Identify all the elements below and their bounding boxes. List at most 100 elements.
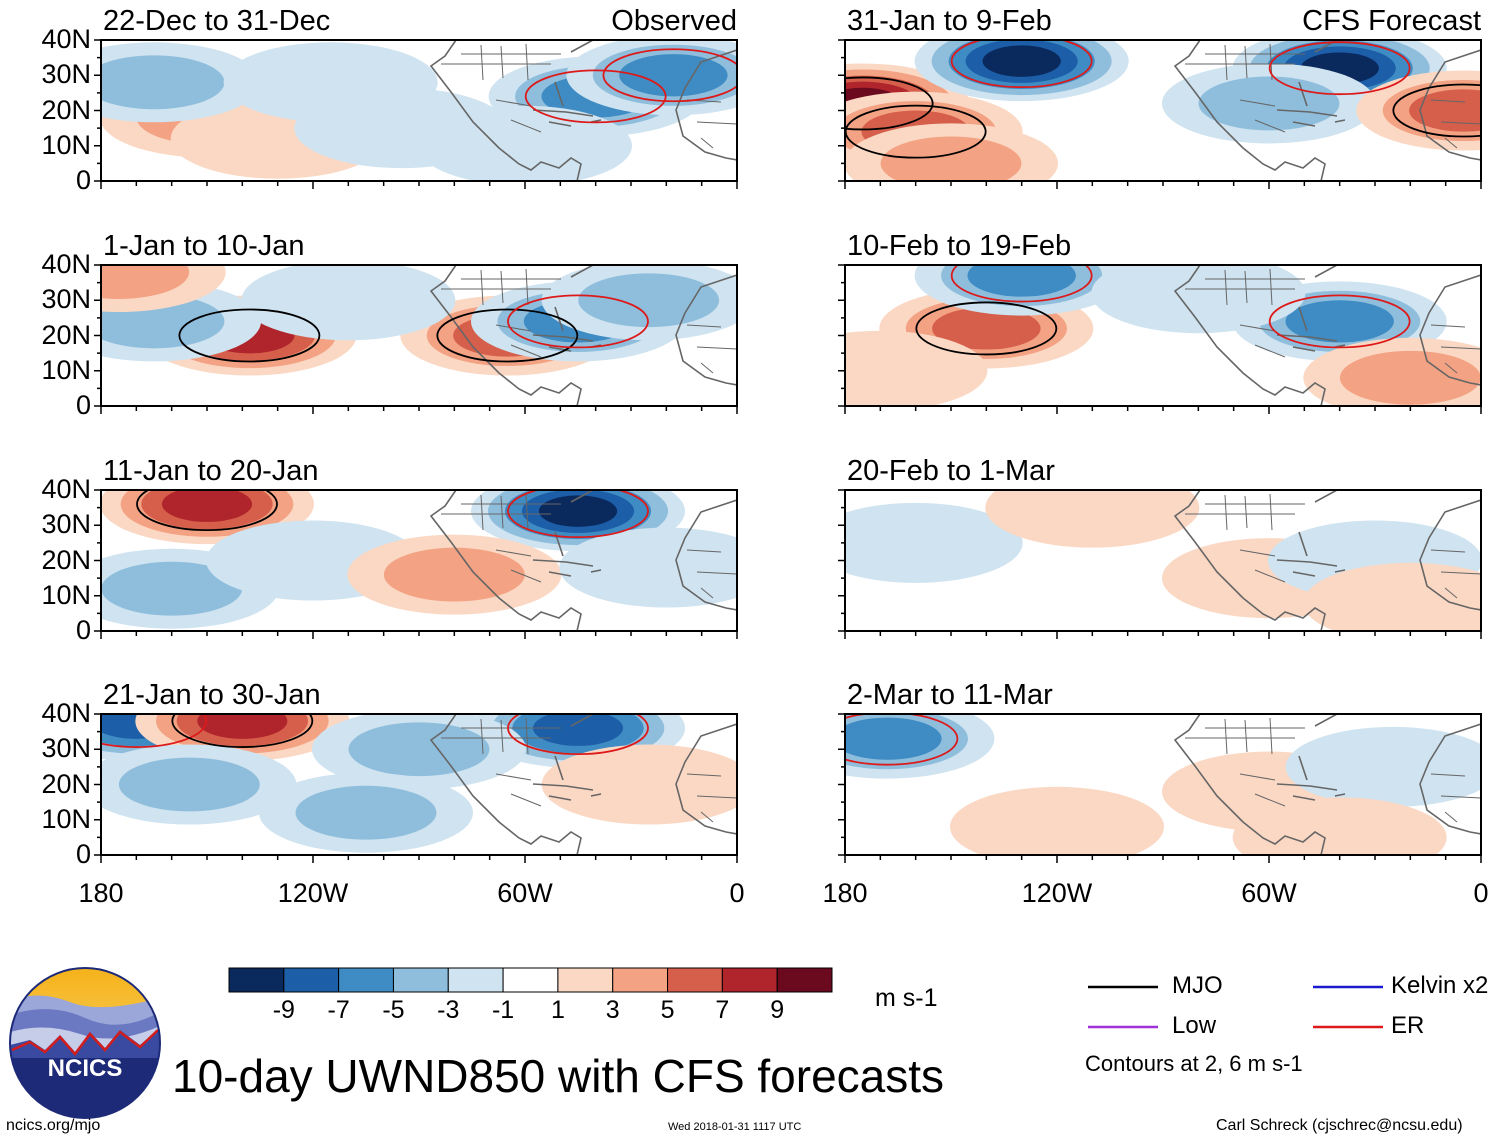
contour-line <box>136 490 278 531</box>
y-tick-label: 10N <box>41 129 91 160</box>
anomaly-region <box>1091 265 1306 334</box>
contour-line <box>524 69 667 124</box>
y-tick-label: 20N <box>41 94 91 125</box>
anomaly-region <box>241 265 456 341</box>
anomaly-region <box>845 717 942 760</box>
colorbar-swatch <box>776 967 833 993</box>
x-tick-label: 180 <box>822 878 868 908</box>
y-tick-label: 0 <box>75 390 91 420</box>
legend-label: ER <box>1391 1012 1425 1039</box>
panel-title: 22-Dec to 31-Dec <box>103 5 331 37</box>
map-panel <box>94 39 738 189</box>
colorbar-label: 9 <box>770 996 785 1024</box>
anomaly-region <box>118 757 260 812</box>
colorbar-label: 3 <box>605 996 620 1024</box>
colorbar-swatch <box>667 967 723 993</box>
x-tick-label: 120W <box>1021 878 1093 908</box>
legend-label: Low <box>1172 1012 1217 1039</box>
y-tick-label: 0 <box>75 615 91 645</box>
contour-line <box>1268 41 1411 96</box>
anomaly-region <box>967 265 1076 297</box>
anomaly-region <box>197 714 288 739</box>
contour-line <box>171 714 314 748</box>
anomaly-region <box>383 547 525 602</box>
colorbar-label: 7 <box>715 996 730 1024</box>
anomaly-region <box>294 88 509 169</box>
anomaly-region <box>295 785 437 840</box>
colorbar-swatch <box>612 967 669 993</box>
y-tick-label: 20N <box>41 768 91 799</box>
logo-text: NCICS <box>48 1055 123 1082</box>
legend-label: MJO <box>1172 972 1223 999</box>
contour-note: Contours at 2, 6 m s-1 <box>1085 1051 1303 1076</box>
anomaly-region <box>532 714 624 746</box>
panel-title: 21-Jan to 30-Jan <box>103 679 321 711</box>
panel-tag: Observed <box>611 5 737 37</box>
y-tick-label: 20N <box>41 319 91 350</box>
contour-line <box>507 490 649 539</box>
colorbar-swatch <box>392 967 449 993</box>
anomaly-region <box>1339 350 1481 405</box>
footer-timestamp: Wed 2018-01-31 1117 UTC <box>668 1121 802 1133</box>
y-tick-label: 40N <box>41 698 91 728</box>
y-tick-label: 0 <box>75 165 91 195</box>
ncics-logo: NCICS <box>9 967 161 1119</box>
y-tick-label: 10N <box>41 579 91 610</box>
map-panel <box>94 489 738 639</box>
x-tick-label: 0 <box>729 878 745 908</box>
colorbar-label: 1 <box>550 996 565 1024</box>
map-panel <box>838 489 1482 639</box>
contour-line <box>915 301 1058 356</box>
y-tick-label: 30N <box>41 284 91 315</box>
legend-label: Kelvin x2 <box>1391 972 1489 999</box>
anomaly-region <box>348 722 490 777</box>
y-tick-label: 40N <box>41 24 91 54</box>
map-panel <box>838 713 1482 863</box>
map-panel <box>94 264 738 414</box>
colorbar-label: 5 <box>660 996 675 1024</box>
contour-line <box>507 294 649 349</box>
anomaly-region <box>101 561 243 616</box>
colorbar-label: -9 <box>272 996 295 1024</box>
anomaly-region <box>950 786 1164 855</box>
anomaly-region <box>541 744 737 825</box>
panel-title: 20-Feb to 1-Mar <box>847 455 1055 487</box>
x-tick-label: 60W <box>497 878 553 908</box>
contour-line <box>1268 294 1411 349</box>
colorbar-swatch <box>228 967 285 993</box>
map-panel <box>838 39 1482 189</box>
colorbar-label: -7 <box>327 996 350 1024</box>
anomaly-region <box>880 136 1022 181</box>
y-tick-label: 40N <box>41 249 91 279</box>
colorbar <box>228 967 833 993</box>
anomaly-region <box>1285 300 1394 343</box>
x-tick-label: 60W <box>1241 878 1297 908</box>
y-tick-label: 0 <box>75 839 91 869</box>
footer-left[interactable]: ncics.org/mjo <box>6 1117 101 1134</box>
panel-tag: CFS Forecast <box>1302 5 1481 37</box>
y-tick-label: 10N <box>41 803 91 834</box>
panel-title: 1-Jan to 10-Jan <box>103 230 305 262</box>
anomaly-region <box>982 45 1061 77</box>
x-tick-label: 0 <box>1473 878 1489 908</box>
colorbar-swatch <box>447 967 504 993</box>
anomaly-region <box>101 55 225 110</box>
colorbar-swatch <box>557 967 614 993</box>
map-panel <box>838 264 1482 414</box>
anomaly-region <box>1285 726 1481 807</box>
y-tick-label: 30N <box>41 509 91 540</box>
footer-author: Carl Schreck (cjschrec@ncsu.edu) <box>1216 1117 1463 1134</box>
anomaly-region <box>845 502 1023 583</box>
y-tick-label: 30N <box>41 59 91 90</box>
panel-title: 10-Feb to 19-Feb <box>847 230 1072 262</box>
anomaly-region <box>1232 797 1447 855</box>
anomaly-region <box>101 265 190 299</box>
contour-line <box>178 308 321 363</box>
panel-title: 2-Mar to 11-Mar <box>847 679 1053 711</box>
y-tick-label: 20N <box>41 544 91 575</box>
colorbar-swatch <box>338 967 394 993</box>
legend <box>1088 985 1383 1029</box>
contour-line <box>507 714 649 755</box>
anomaly-region <box>932 307 1041 350</box>
anomaly-region <box>1409 89 1481 132</box>
